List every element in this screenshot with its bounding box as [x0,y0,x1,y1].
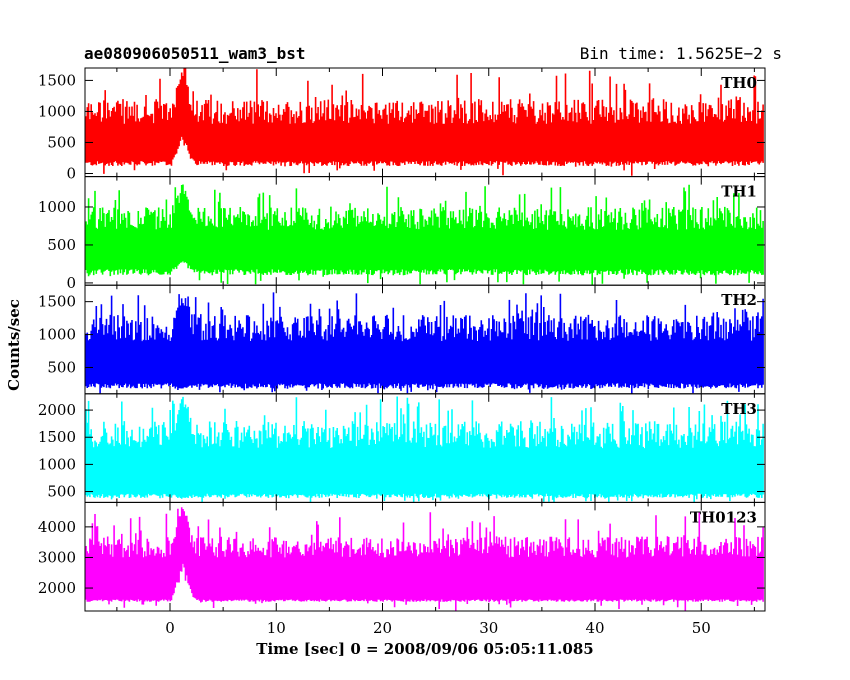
y-tick-label: 500 [47,236,76,254]
y-tick-label: 0 [66,164,76,182]
panel-label-th0: TH0 [721,74,757,92]
x-tick-label: 10 [267,619,286,637]
y-tick-label: 1000 [38,326,76,344]
series-th0 [85,68,764,176]
y-tick-label: 1500 [38,71,76,89]
y-tick-label: 3000 [38,548,76,566]
y-tick-label: 500 [47,483,76,501]
x-tick-label: 50 [692,619,711,637]
y-tick-label: 0 [66,274,76,292]
y-tick-label: 500 [47,133,76,151]
panel-frame-th0123 [84,501,766,612]
y-tick-label: 1500 [38,428,76,446]
series-th2 [85,292,764,394]
y-tick-label: 2000 [38,579,76,597]
panel-label-th2: TH2 [721,291,757,309]
series-th1 [85,184,764,285]
x-tick-label: 30 [479,619,498,637]
y-tick-label: 1500 [38,293,76,311]
y-tick-label: 1000 [38,102,76,120]
panel-label-th0123: TH0123 [690,508,757,526]
y-tick-label: 4000 [38,518,76,536]
x-axis-label: Time [sec] 0 = 2008/09/06 05:05:11.085 [256,640,593,658]
y-tick-label: 1000 [38,455,76,473]
bin-time-label: Bin time: 1.5625E−2 s [579,44,782,63]
panel-label-th1: TH1 [721,183,757,201]
x-tick-label: 20 [373,619,392,637]
chart-title: ae080906050511_wam3_bst [84,44,306,63]
series-th0123 [85,507,764,611]
y-tick-label: 2000 [38,401,76,419]
y-axis-label: Counts/sec [5,299,23,391]
panel-label-th3: TH3 [721,400,757,418]
y-tick-label: 1000 [38,198,76,216]
x-tick-label: 40 [585,619,604,637]
x-tick-label: 0 [165,619,175,637]
y-tick-label: 500 [47,358,76,376]
series-th3 [85,396,764,503]
